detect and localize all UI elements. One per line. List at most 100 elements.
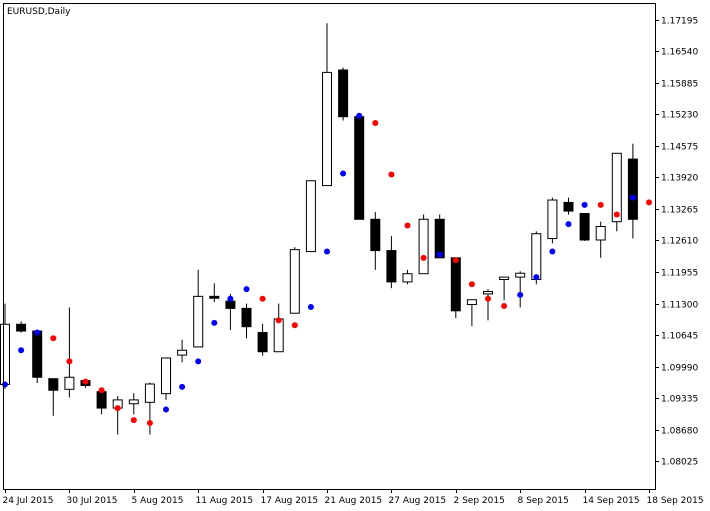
candle (257, 323, 268, 356)
candle-body-bearish (450, 257, 461, 312)
candle-body-bullish (128, 399, 139, 405)
candle (483, 289, 493, 321)
indicator-dot-blue (18, 347, 25, 354)
indicator-dot-red (146, 420, 153, 427)
candle (466, 299, 477, 327)
candle (32, 330, 43, 384)
y-axis-label: 1.17195 (661, 17, 698, 27)
candle-body-bullish (322, 71, 332, 187)
candle-body-bullish (305, 180, 316, 253)
y-axis-label: 1.13920 (661, 174, 698, 184)
candle-body-bullish (64, 376, 75, 390)
candle-body-bullish (466, 299, 477, 306)
candle (563, 197, 574, 215)
y-axis-label: 1.09990 (661, 364, 698, 374)
candle-body-bearish (257, 331, 268, 353)
indicator-dot-blue (517, 291, 524, 298)
candle (450, 257, 461, 319)
candle-body-bearish (225, 300, 236, 309)
indicator-dot-blue (179, 383, 186, 390)
indicator-dot-red (468, 281, 475, 288)
axes: 1.17195 1.16540 1.15885 1.15230 1.14575 1.139… (3, 17, 704, 507)
candle-body-bullish (273, 318, 284, 353)
candle (193, 269, 204, 348)
candle-body-bearish (386, 250, 397, 283)
candle-body-bullish (0, 323, 10, 385)
candle (354, 116, 365, 220)
candle-body-bearish (32, 330, 43, 378)
y-axis-label: 1.10645 (661, 332, 698, 342)
candle (370, 212, 381, 270)
y-axis-label: 1.11955 (661, 269, 698, 279)
y-axis-label: 1.08680 (661, 427, 698, 437)
x-axis-label: 30 Jul 2015 (67, 496, 118, 506)
indicator-dot-red (259, 295, 266, 302)
indicator-dot-blue (356, 112, 363, 119)
candle (161, 357, 171, 400)
indicator-dot-red (404, 222, 411, 229)
x-axis-label: 5 Aug 2015 (132, 496, 184, 506)
candle-body-bullish (161, 357, 171, 395)
x-axis-label: 2 Sep 2015 (454, 496, 505, 506)
indicator-dot-red (114, 405, 121, 412)
candle (386, 236, 397, 289)
indicator-dot-red (82, 378, 89, 385)
candle (289, 247, 300, 314)
candle-body-bullish (483, 291, 493, 295)
candle (595, 221, 606, 258)
candle (579, 213, 590, 241)
candle (515, 271, 526, 308)
candle-body-bearish (241, 307, 252, 328)
indicator-dot-blue (2, 381, 8, 388)
candle (418, 214, 429, 275)
x-axis-label: 27 Aug 2015 (389, 496, 447, 506)
indicator-dot-red (501, 302, 508, 309)
indicator-dot-red (420, 254, 427, 261)
x-axis-label: 11 Aug 2015 (196, 496, 254, 506)
indicator-dot-blue (324, 248, 330, 255)
indicator-dot-blue (533, 274, 540, 281)
x-axis-label: 21 Aug 2015 (325, 496, 383, 506)
indicator-dot-red (597, 201, 604, 208)
candle-body-bullish (144, 383, 155, 403)
candle-body-bullish (402, 273, 413, 283)
indicator-dot-red (613, 211, 620, 218)
candle (128, 393, 139, 415)
indicator-dot-red (291, 322, 298, 329)
indicator-dot-blue (436, 251, 443, 258)
candle-body-bullish (289, 249, 300, 314)
candle-body-bearish (48, 378, 59, 391)
candle-body-bearish (434, 218, 445, 259)
candle (241, 303, 252, 339)
indicator-dot-red (50, 335, 57, 342)
candle-body-bearish (209, 295, 220, 299)
candle-body-bullish (177, 349, 188, 356)
candle (434, 214, 445, 259)
indicator-dot-blue (340, 170, 347, 177)
y-axis-label: 1.15885 (661, 80, 698, 90)
candle-body-bullish (595, 226, 606, 241)
y-axis-label: 1.16540 (661, 48, 698, 58)
indicator-dot-blue (163, 406, 169, 413)
candle (627, 143, 638, 239)
candle-body-bearish (627, 158, 638, 220)
y-axis-label: 1.09335 (661, 395, 698, 405)
chart-title: EURUSD,Daily (7, 7, 71, 17)
x-axis-label: 18 Sep 2015 (647, 496, 704, 506)
candle (547, 197, 558, 244)
candle-body-bullish (611, 152, 622, 223)
candle (48, 378, 59, 416)
indicator-dot-red (485, 295, 491, 302)
candle (209, 283, 220, 303)
indicator-dot-red (372, 119, 379, 126)
y-axis-label: 1.11300 (661, 301, 698, 311)
candle (16, 321, 27, 333)
candle (338, 67, 349, 121)
y-axis-label: 1.14575 (661, 143, 698, 153)
candle-body-bearish (370, 218, 381, 252)
y-axis-label: 1.15230 (661, 111, 698, 121)
indicator-dot-blue (227, 295, 234, 302)
x-axis-label: 8 Sep 2015 (518, 496, 569, 506)
indicator-dot-blue (211, 319, 218, 326)
